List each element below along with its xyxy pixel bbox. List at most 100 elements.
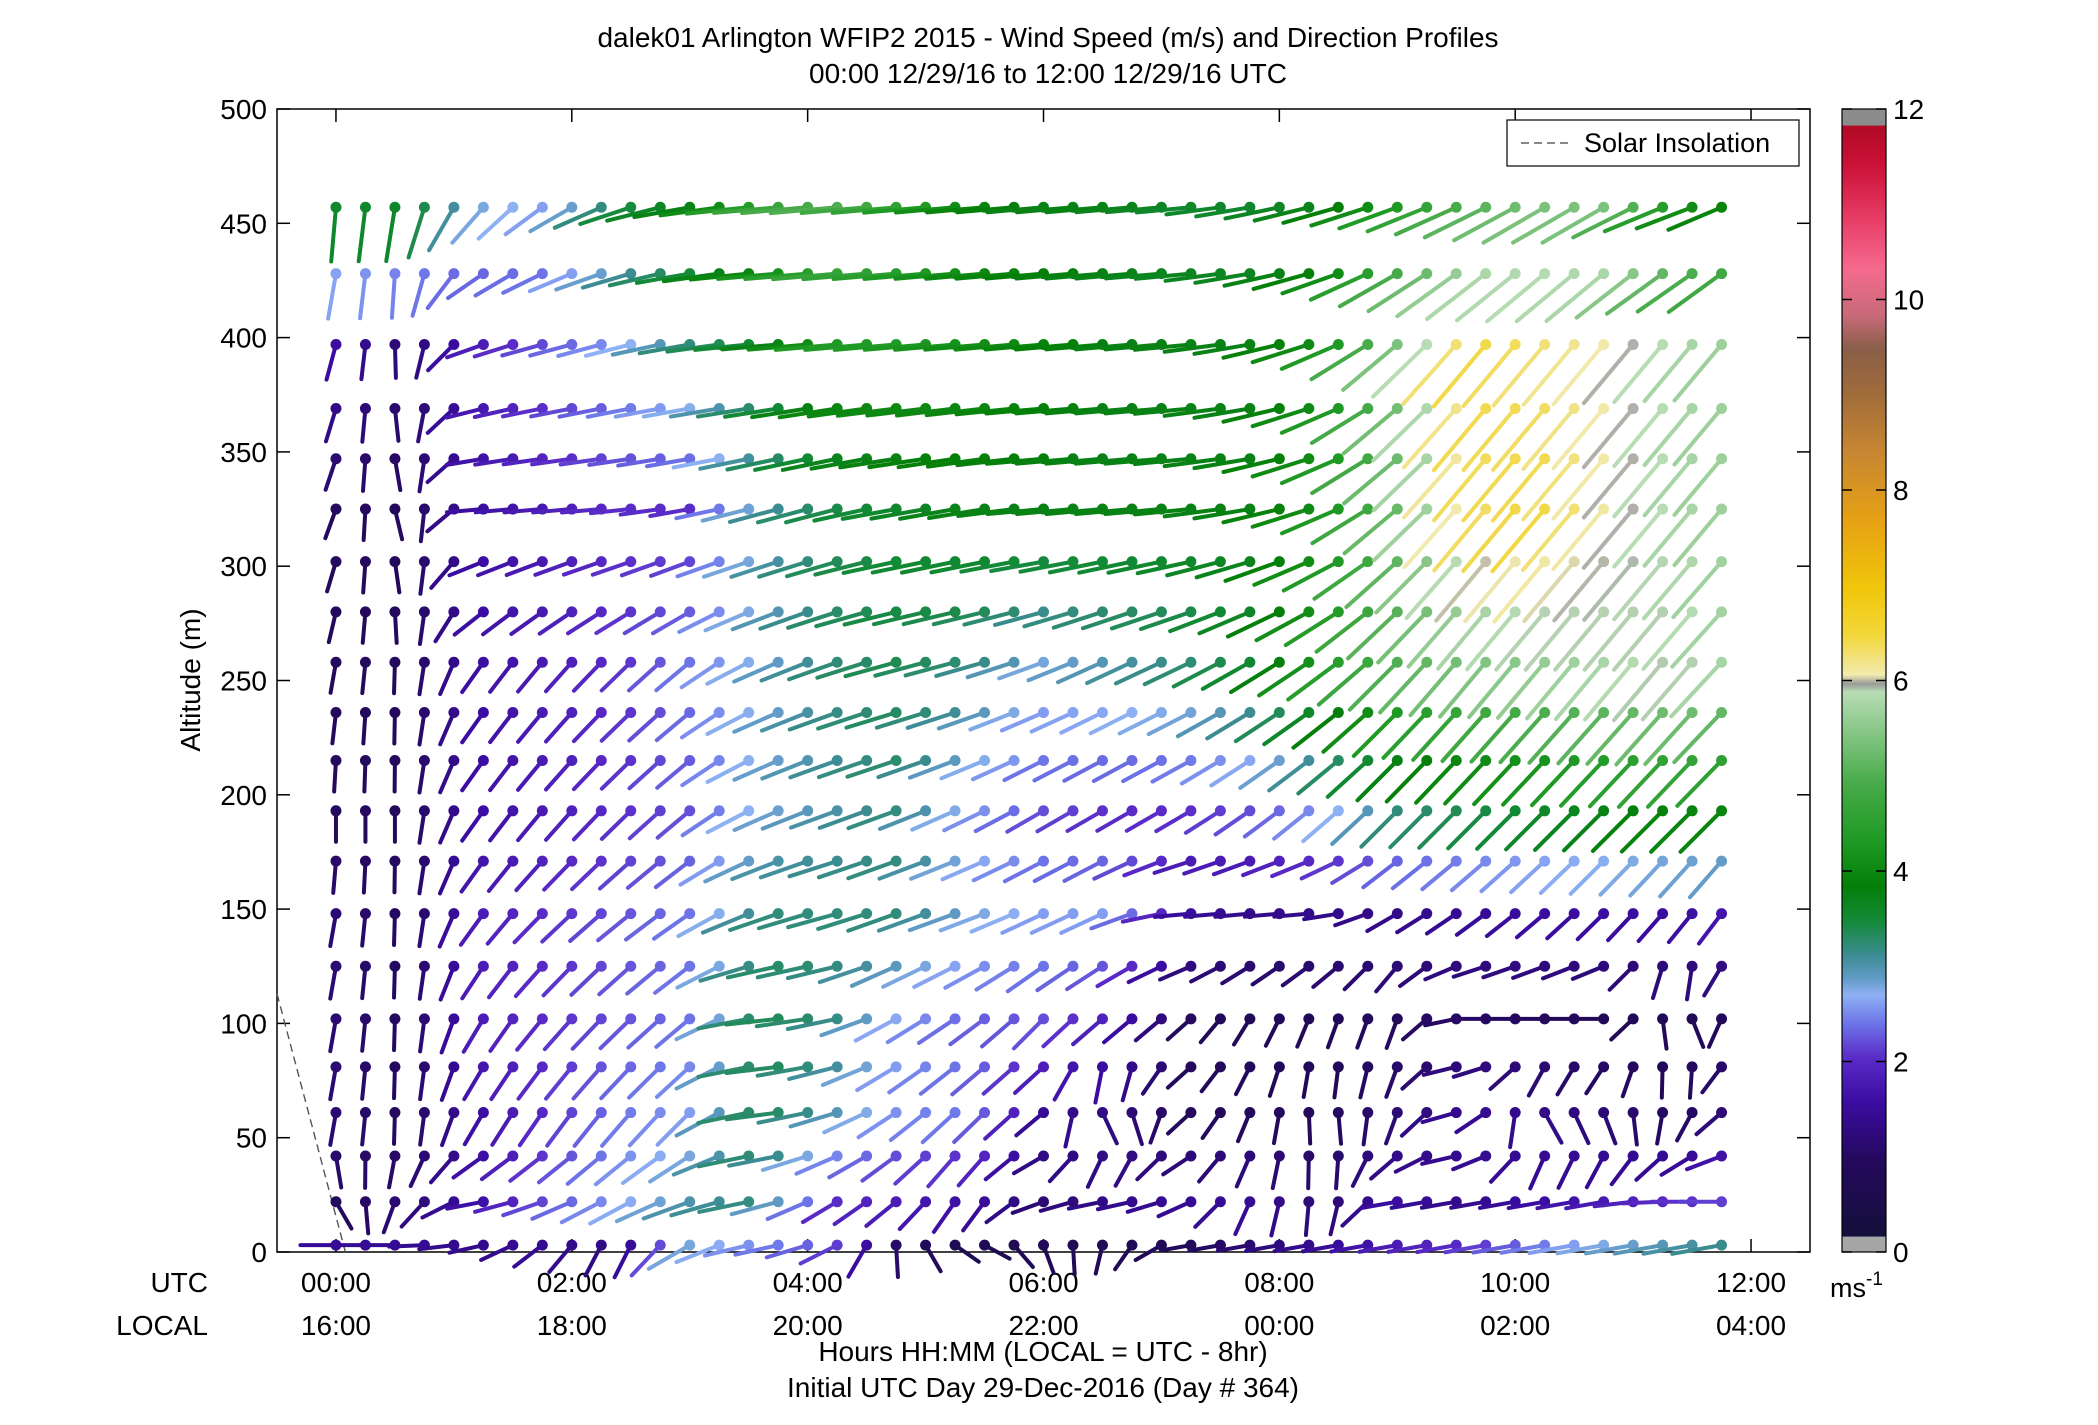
wind-barb-dot	[1067, 1013, 1079, 1025]
wind-barb-shaft	[1640, 660, 1695, 722]
wind-barb	[1463, 556, 1521, 624]
wind-barb-shaft	[1158, 964, 1193, 982]
wind-barb-shaft	[629, 1243, 663, 1278]
wind-barb	[678, 855, 725, 887]
wind-barb-shaft	[862, 205, 928, 215]
wind-barb	[1472, 755, 1521, 807]
wind-barb	[446, 268, 489, 300]
wind-barb-dot	[654, 707, 666, 719]
wind-barb-shaft	[733, 1243, 781, 1257]
wind-barb	[488, 1013, 519, 1053]
wind-barb	[473, 1196, 519, 1214]
wind-barb-dot	[1391, 201, 1403, 213]
wind-barb	[732, 707, 784, 734]
wind-barb-shaft	[931, 1199, 958, 1234]
wind-barb-dot	[1096, 908, 1108, 920]
wind-barb	[1183, 805, 1226, 835]
wind-barb-shaft	[1074, 205, 1134, 215]
wind-barb	[1390, 855, 1433, 891]
wind-barb-dot	[418, 338, 430, 350]
wind-barb	[760, 755, 814, 781]
wind-barb	[1672, 402, 1728, 467]
wind-barb-dot	[389, 960, 401, 972]
y-tick-label: 150	[220, 894, 267, 925]
wind-barb	[460, 805, 489, 843]
wind-barb-shaft	[1477, 1199, 1518, 1210]
wind-barb	[501, 268, 548, 295]
wind-barb	[1393, 201, 1462, 237]
wind-barb-dot	[330, 556, 342, 568]
wind-barb-shaft	[816, 710, 869, 731]
wind-barb-dot	[1214, 1196, 1226, 1208]
wind-barb	[1077, 556, 1138, 575]
wind-barb-dot	[1008, 908, 1020, 920]
wind-barb-dot	[1598, 707, 1610, 719]
wind-barb	[1158, 960, 1197, 982]
wind-barb-shaft	[1598, 859, 1636, 897]
wind-barb	[1150, 755, 1197, 784]
wind-barb-dot	[1686, 1061, 1698, 1073]
wind-barb-dot	[1273, 338, 1285, 350]
wind-barb-dot	[920, 1239, 932, 1251]
wind-barb-dot	[536, 656, 548, 668]
wind-barb	[1376, 606, 1433, 665]
x-tick-label-local: 22:00	[1008, 1310, 1078, 1341]
wind-barb-shaft	[1463, 559, 1518, 624]
colorbar-tick-label: 4	[1893, 856, 1909, 887]
wind-barb	[1612, 556, 1669, 622]
wind-barb-shaft	[912, 964, 958, 989]
wind-barb-shaft	[894, 406, 958, 418]
wind-barb	[1694, 1107, 1728, 1137]
wind-barb	[528, 338, 578, 358]
wind-barb-dot	[625, 656, 637, 668]
wind-barb-shaft	[607, 271, 663, 288]
wind-barb-shaft	[974, 964, 1017, 992]
wind-barb-shaft	[1575, 911, 1606, 942]
wind-barb-dot	[536, 707, 548, 719]
wind-barb-shaft	[1451, 964, 1488, 979]
wind-barb-dot	[890, 606, 902, 618]
wind-barb-shaft	[727, 507, 781, 524]
wind-barb-shaft	[1581, 456, 1636, 520]
wind-barb-shaft	[557, 406, 604, 419]
wind-barb-dot	[1303, 503, 1315, 515]
wind-barb-shaft	[1371, 456, 1429, 513]
wind-barb	[1649, 805, 1698, 854]
wind-barb-shaft	[959, 559, 1017, 574]
wind-barb-dot	[507, 656, 519, 668]
wind-barb-dot	[1568, 268, 1580, 280]
wind-barb-dot	[1185, 606, 1197, 618]
wind-barb-shaft	[1570, 964, 1606, 981]
wind-barb	[1221, 338, 1285, 360]
wind-barb-dot	[625, 1107, 637, 1119]
wind-barb-dot	[359, 453, 371, 465]
wind-barb-dot	[772, 755, 784, 767]
wind-barb	[702, 556, 755, 579]
wind-barb-dot	[1155, 1107, 1167, 1119]
wind-barb	[910, 805, 961, 832]
wind-barb	[1511, 201, 1580, 245]
wind-barb-shaft	[693, 342, 751, 352]
wind-barb	[1568, 1107, 1591, 1146]
wind-barb-dot	[1273, 1061, 1285, 1073]
wind-barb	[381, 1196, 401, 1235]
wind-barb-dot	[1303, 201, 1315, 213]
wind-barb-shaft	[1077, 559, 1134, 575]
wind-barb-dot	[1539, 707, 1551, 719]
wind-barb-dot	[1657, 908, 1669, 920]
wind-barb-dot	[1391, 707, 1403, 719]
wind-barb-shaft	[1346, 609, 1400, 661]
wind-barb	[1581, 402, 1639, 470]
wind-barb-dot	[477, 556, 489, 568]
wind-barb-dot	[1126, 1196, 1138, 1208]
wind-barb-dot	[625, 338, 637, 350]
wind-barb-dot	[713, 755, 725, 767]
wind-barb-dot	[1480, 908, 1492, 920]
wind-barb-shaft	[873, 660, 928, 678]
wind-barb	[888, 1107, 932, 1142]
wind-barb-shaft	[516, 1064, 545, 1101]
wind-barb-shaft	[997, 660, 1046, 681]
wind-barb-dot	[1362, 1061, 1374, 1073]
wind-barb	[571, 805, 607, 842]
wind-barb	[938, 908, 991, 933]
